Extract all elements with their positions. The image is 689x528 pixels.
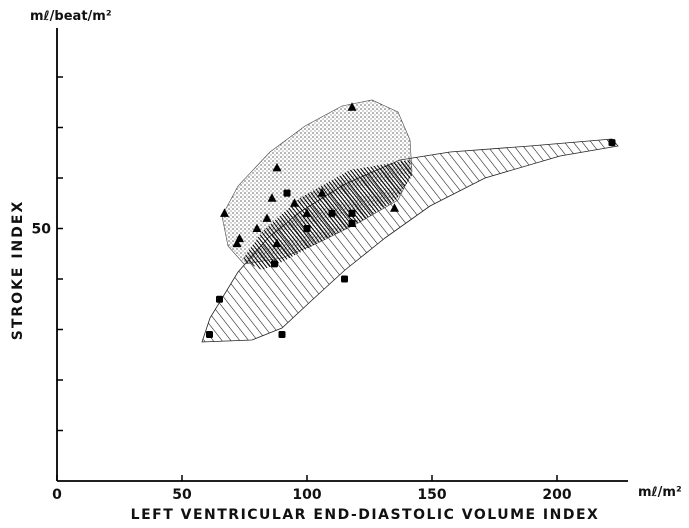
y-ticks: 50	[32, 76, 63, 432]
triangle-point	[232, 238, 242, 248]
triangle-point	[262, 213, 272, 222]
square-point	[278, 331, 286, 339]
y-axis-label: STROKE INDEX	[10, 200, 26, 341]
square-point	[348, 209, 356, 217]
x-tick-label: 150	[417, 487, 446, 503]
square-point	[303, 225, 311, 232]
y-tick-label: 50	[32, 222, 52, 238]
x-tick-label: 50	[172, 487, 192, 503]
triangle-point	[272, 238, 282, 248]
x-tick-label: 100	[292, 487, 321, 503]
triangle-point	[290, 198, 299, 207]
triangle-point	[390, 203, 399, 212]
triangle-point	[347, 102, 357, 111]
x-ticks: 0 50 100 150 200	[52, 475, 572, 503]
square-point	[283, 189, 291, 197]
square-point	[348, 219, 356, 227]
triangle-point	[220, 208, 229, 217]
square-point	[341, 275, 348, 283]
triangle-point	[272, 162, 282, 172]
triangle-point	[302, 208, 312, 217]
x-unit-label: mℓ/m²	[638, 485, 682, 500]
overlap-region	[242, 160, 412, 270]
x-axis-label: LEFT VENTRICULAR END-DIASTOLIC VOLUME IN…	[131, 507, 600, 523]
triangle-point	[317, 188, 327, 197]
triangle-point	[267, 193, 277, 202]
data-points	[206, 102, 616, 339]
square-point	[328, 209, 336, 217]
square-point	[271, 260, 278, 268]
x-tick-label: 200	[542, 487, 571, 503]
square-point	[216, 295, 223, 303]
square-point	[608, 139, 616, 147]
x-tick-label: 0	[52, 487, 62, 503]
square-point	[206, 331, 213, 339]
triangle-point	[252, 223, 262, 232]
y-unit-label: mℓ/beat/m²	[30, 9, 112, 24]
